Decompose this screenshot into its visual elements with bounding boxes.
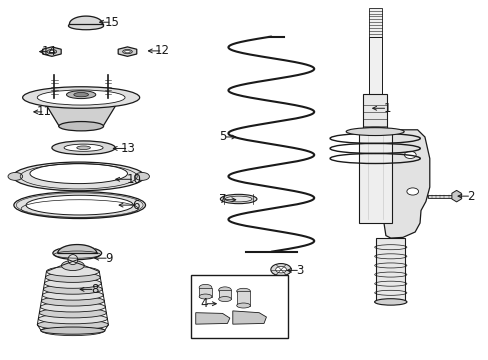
Text: 2: 2: [467, 190, 474, 203]
Ellipse shape: [68, 255, 78, 265]
Text: 6: 6: [132, 199, 140, 212]
Ellipse shape: [59, 122, 103, 131]
Ellipse shape: [218, 297, 231, 302]
Ellipse shape: [49, 50, 55, 53]
Ellipse shape: [358, 127, 391, 134]
Ellipse shape: [39, 308, 106, 318]
Bar: [218, 290, 231, 299]
Ellipse shape: [270, 264, 291, 276]
Ellipse shape: [41, 325, 104, 336]
Ellipse shape: [46, 266, 99, 276]
Polygon shape: [118, 47, 137, 57]
Text: 4: 4: [201, 297, 208, 310]
Polygon shape: [232, 311, 266, 324]
Ellipse shape: [45, 273, 100, 282]
Ellipse shape: [41, 302, 105, 312]
Ellipse shape: [38, 314, 107, 324]
Ellipse shape: [14, 192, 145, 219]
Text: 9: 9: [105, 252, 112, 265]
Ellipse shape: [41, 296, 104, 306]
Polygon shape: [451, 190, 460, 202]
Ellipse shape: [52, 141, 115, 154]
Ellipse shape: [8, 172, 22, 180]
Ellipse shape: [122, 49, 132, 54]
Ellipse shape: [74, 93, 88, 97]
Ellipse shape: [236, 288, 250, 294]
Ellipse shape: [30, 163, 127, 184]
Bar: [427, 195, 456, 198]
Bar: [368, 37, 381, 94]
Polygon shape: [58, 244, 97, 253]
Ellipse shape: [68, 22, 103, 30]
Text: 5: 5: [219, 130, 226, 144]
Ellipse shape: [404, 151, 415, 158]
Ellipse shape: [66, 91, 96, 99]
Text: 12: 12: [155, 44, 170, 57]
Text: 3: 3: [296, 264, 303, 277]
Text: 8: 8: [91, 283, 98, 296]
Ellipse shape: [64, 144, 103, 151]
Polygon shape: [42, 98, 120, 126]
Ellipse shape: [61, 261, 84, 271]
Ellipse shape: [346, 128, 404, 135]
Ellipse shape: [53, 247, 102, 260]
Ellipse shape: [43, 284, 102, 294]
Polygon shape: [69, 16, 102, 24]
Ellipse shape: [44, 278, 101, 288]
Text: 10: 10: [126, 173, 142, 186]
Ellipse shape: [47, 49, 57, 54]
Polygon shape: [383, 130, 429, 238]
Ellipse shape: [218, 287, 231, 293]
Text: 7: 7: [218, 193, 226, 206]
Ellipse shape: [199, 284, 211, 291]
Bar: [236, 291, 250, 306]
Ellipse shape: [225, 196, 251, 202]
Bar: [199, 288, 211, 297]
Bar: [368, 8, 381, 37]
Text: 1: 1: [383, 102, 390, 115]
Ellipse shape: [275, 266, 286, 273]
Ellipse shape: [13, 162, 144, 191]
Bar: [363, 94, 386, 130]
Bar: [375, 238, 405, 302]
Bar: [190, 275, 288, 338]
Text: 15: 15: [104, 16, 119, 29]
Polygon shape: [42, 47, 61, 57]
Ellipse shape: [22, 87, 140, 108]
Ellipse shape: [135, 172, 149, 180]
Ellipse shape: [236, 303, 250, 308]
Ellipse shape: [77, 146, 90, 149]
Ellipse shape: [37, 90, 125, 105]
Text: 11: 11: [37, 105, 52, 118]
Bar: [358, 131, 391, 223]
Ellipse shape: [406, 188, 418, 195]
Polygon shape: [195, 313, 229, 324]
Text: 13: 13: [121, 142, 136, 155]
Ellipse shape: [41, 327, 105, 334]
Ellipse shape: [42, 290, 103, 300]
Ellipse shape: [37, 320, 108, 330]
Ellipse shape: [199, 294, 211, 299]
Text: 14: 14: [42, 45, 57, 58]
Ellipse shape: [374, 299, 406, 305]
Ellipse shape: [124, 50, 130, 53]
Ellipse shape: [220, 194, 256, 204]
Ellipse shape: [26, 195, 133, 215]
